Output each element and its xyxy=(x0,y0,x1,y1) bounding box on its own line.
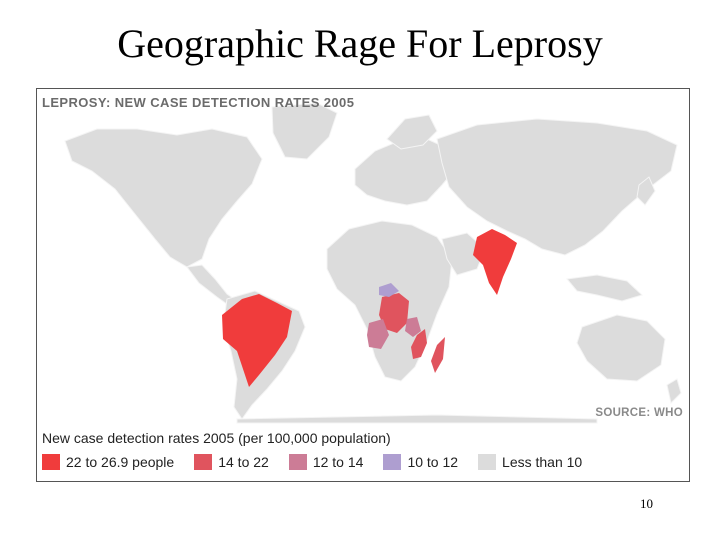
central-african-region xyxy=(379,283,399,297)
page-number: 10 xyxy=(640,496,653,511)
australia xyxy=(576,314,666,382)
dr-congo-region xyxy=(379,293,409,333)
legend-label: 12 to 14 xyxy=(312,454,364,470)
north-america xyxy=(64,128,263,268)
tanzania-region xyxy=(405,317,421,337)
legend-item: 22 to 26.9 people xyxy=(42,454,174,470)
legend-title: New case detection rates 2005 (per 100,0… xyxy=(42,430,391,446)
world-map xyxy=(64,102,682,424)
new-zealand xyxy=(666,378,682,404)
map-heading: LEPROSY: NEW CASE DETECTION RATES 2005 xyxy=(42,95,355,110)
legend-label: 14 to 22 xyxy=(218,454,269,470)
india-region xyxy=(473,229,517,295)
madagascar-region xyxy=(431,337,445,373)
japan xyxy=(636,176,656,206)
source-label: SOURCE: WHO xyxy=(595,407,683,419)
map-frame: LEPROSY: NEW CASE DETECTION RATES 2005 S… xyxy=(36,88,690,482)
angola-region xyxy=(367,319,389,349)
legend-item: Less than 10 xyxy=(478,454,582,470)
greenland xyxy=(271,102,338,160)
slide-title: Geographic Rage For Leprosy xyxy=(117,21,603,66)
legend-swatch xyxy=(478,454,497,470)
legend: 22 to 26.9 people 14 to 22 12 to 14 10 t… xyxy=(42,454,602,470)
southeast-asia-islands xyxy=(566,274,643,302)
asia xyxy=(436,118,678,256)
legend-item: 12 to 14 xyxy=(288,454,364,470)
mozambique-region xyxy=(411,329,427,359)
legend-item: 14 to 22 xyxy=(194,454,269,470)
legend-label: 22 to 26.9 people xyxy=(66,454,175,470)
legend-item: 10 to 12 xyxy=(383,454,458,470)
legend-swatch xyxy=(42,454,60,470)
legend-label: 10 to 12 xyxy=(407,454,459,470)
legend-swatch xyxy=(194,454,213,470)
legend-swatch xyxy=(383,454,402,470)
antarctica xyxy=(236,414,598,424)
scandinavia xyxy=(386,114,438,150)
brazil-region xyxy=(222,294,292,387)
legend-swatch xyxy=(288,454,307,470)
arabian-peninsula xyxy=(441,232,486,276)
legend-label: Less than 10 xyxy=(502,454,583,470)
